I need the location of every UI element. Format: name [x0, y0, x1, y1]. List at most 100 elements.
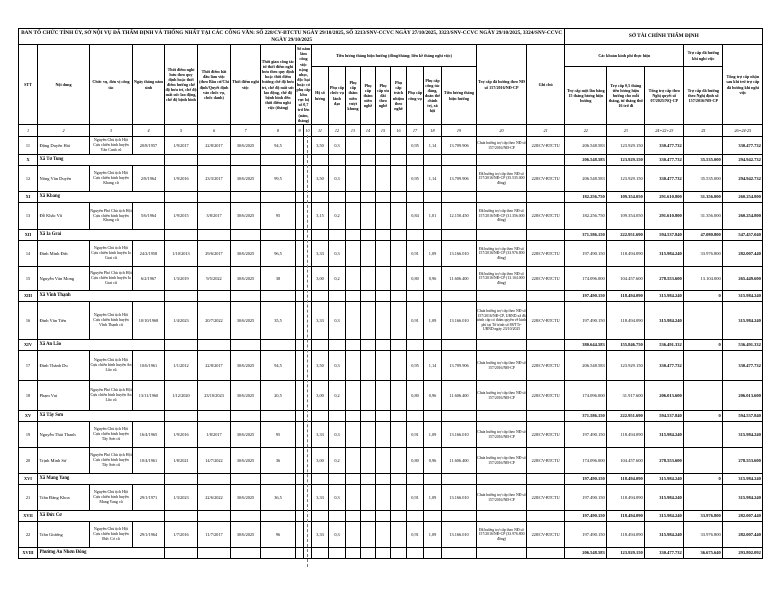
cell-pc17: 0,80 [406, 380, 424, 411]
cell-dahuong: 0 [683, 339, 724, 351]
cell-start: 29/6/2017 [197, 240, 231, 267]
cell-conlai: 282.007.440 [722, 521, 764, 548]
cell-start: 23/3/2017 [197, 165, 231, 192]
cell-quit: 30/6/2025 [230, 380, 261, 411]
cell-e15 [375, 136, 391, 155]
col-header-pc-chuc-vu: Phụ cấp chức vụ lãnh đạo [328, 66, 346, 125]
cell-start: 20/7/2022 [197, 301, 231, 340]
cell-months: 96,5 [260, 240, 296, 267]
cell-pc17: 0,95 [406, 350, 424, 381]
cell-stt: XIV [18, 339, 38, 351]
column-number: 14 [360, 124, 376, 137]
cell-empty [328, 547, 346, 559]
cell-ghichu: 228/CV-BTCTU [525, 380, 566, 411]
cell-empty [360, 510, 376, 522]
cell-empty [375, 473, 391, 485]
cell-e15 [375, 240, 391, 267]
cell-empty [164, 339, 198, 351]
column-number: 22 [564, 124, 608, 137]
cell-e14 [360, 165, 376, 192]
cell-conlai: 282.007.440 [722, 510, 764, 522]
cell-empty [164, 229, 198, 241]
cell-empty [295, 229, 304, 241]
cell-empty [406, 229, 424, 241]
cell-e9 [295, 266, 304, 291]
person-row: 22 Trần Giưởng Nguyên Chủ tịch Hội Cựu chi… [18, 521, 764, 548]
cell-empty [360, 547, 376, 559]
cell-tc15: 371.586.150 [564, 410, 608, 422]
cell-months: 35,5 [260, 301, 296, 340]
cell-tong: 330.477.732 [644, 350, 685, 381]
cell-quit: 30/6/2025 [230, 165, 261, 192]
cell-pc17: 0,95 [406, 165, 424, 192]
cell-retire: 1/9/2016 [164, 421, 198, 448]
cell-note: Chưa hưởng trợ cấp theo NĐ số 157/2016/N… [476, 136, 527, 155]
column-number: 25 [683, 124, 724, 137]
cell-heso: 3,50 [311, 165, 329, 192]
cell-empty [328, 473, 346, 485]
cell-empty [345, 154, 361, 166]
cell-pc18: 1,01 [423, 202, 442, 230]
cell-empty [260, 510, 296, 522]
cell-stt: XIII [18, 290, 38, 302]
cell-tc15: 174.096.000 [564, 380, 608, 411]
cell-empty [197, 547, 231, 559]
cell-quit: 30/6/2025 [230, 421, 261, 448]
cell-pccv: 0,3 [328, 165, 346, 192]
cell-position: Nguyên Chủ tịch Hội Cựu chiến binh huyện… [89, 240, 133, 267]
cell-stt: XII [18, 229, 38, 241]
cell-e13 [345, 447, 361, 474]
cell-empty [525, 290, 566, 302]
cell-pccv: 0,3 [328, 136, 346, 155]
cell-tc05: 123.929.150 [606, 154, 646, 166]
cell-dahuong: 33.976.800 [683, 510, 724, 522]
cell-heso: 3,50 [311, 350, 329, 381]
cell-empty [406, 339, 424, 351]
cell-quit: 30/6/2025 [230, 350, 261, 381]
cell-heso: 3,00 [311, 447, 329, 474]
cell-retire: 1/7/2016 [164, 521, 198, 548]
cell-empty [230, 290, 261, 302]
cell-tong: 315.984.240 [644, 290, 685, 302]
section-subtotal-row: XIII Xã Vĩnh Thạnh 197.490.150 118.494.090 3… [18, 290, 764, 302]
cell-empty [164, 290, 198, 302]
column-number: 7 [230, 124, 261, 137]
cell-dahuong: 33.976.800 [683, 240, 724, 267]
cell-ghichu: 228/CV-BTCTU [525, 521, 566, 548]
cell-e16 [390, 165, 407, 192]
cell-e16 [390, 350, 407, 381]
cell-position: Nguyên Chủ tịch Hội Cựu chiến binh huyện… [89, 350, 133, 381]
person-row: 21 Trần Đăng Khoa Nguyên Chủ tịch Hội Cựu … [18, 484, 764, 511]
col-header-thoi-gian-cong-tac: Thời gian công tác từ thời điểm nghỉ hưu… [260, 44, 296, 125]
col-header-pc-dang-doan-the: Phụ cấp công tác đảng, đoàn thể chính tr… [423, 66, 442, 125]
cell-stt: XVI [18, 473, 38, 485]
cell-tc05: 123.929.150 [606, 165, 646, 192]
cell-empty [295, 339, 304, 351]
cell-name: Đặng Duyên Hải [37, 136, 90, 155]
cell-empty [423, 191, 442, 203]
cell-stt: 21 [18, 484, 38, 511]
cell-empty [476, 473, 527, 485]
cell-tc05: 118.494.090 [606, 421, 646, 448]
section-subtotal-row: XII Xã Ia Grai 371.586.150 222.951.690 594.5… [18, 229, 764, 241]
cell-heso: 3,33 [311, 521, 329, 548]
cell-empty [360, 410, 376, 422]
cell-empty [441, 154, 477, 166]
cell-section-label: Xã An Lão [37, 339, 165, 351]
cell-stt: 12 [18, 165, 38, 192]
cell-tong: 315.984.240 [644, 510, 685, 522]
cell-conlai: 294.942.732 [722, 165, 764, 192]
col-header-ghi-chu: Ghi chú [525, 44, 566, 125]
cell-pc17: 0,91 [406, 240, 424, 267]
cell-e16 [390, 484, 407, 511]
cell-start: 22/8/2017 [197, 136, 231, 155]
cell-tc05: 155.846.750 [606, 339, 646, 351]
cell-pccv: 0,3 [328, 421, 346, 448]
cell-dahuong [683, 447, 724, 474]
cell-empty [406, 473, 424, 485]
cell-dob: 13/11/1960 [132, 380, 165, 411]
cell-tc05: 31.917.600 [606, 380, 646, 411]
cell-dahuong: 0 [683, 473, 724, 485]
cell-tc05: 123.929.150 [606, 350, 646, 381]
cell-tc15: 197.490.150 [564, 240, 608, 267]
